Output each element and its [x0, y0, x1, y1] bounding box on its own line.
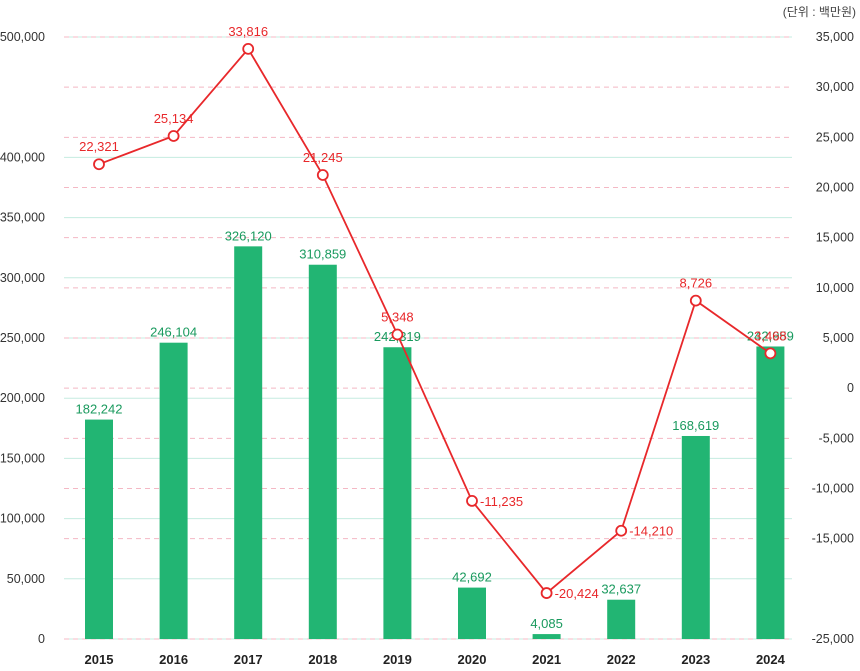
- bar-value-label: 326,120: [225, 228, 272, 243]
- x-tick-label: 2017: [234, 652, 263, 667]
- bar: [756, 346, 785, 639]
- x-tick-label: 2023: [681, 652, 710, 667]
- right-tick-label: -15,000: [812, 532, 854, 546]
- line-value-label: -20,424: [555, 586, 599, 601]
- right-tick-label: 15,000: [816, 231, 854, 245]
- right-tick-label: 10,000: [816, 281, 854, 295]
- right-tick-label: 0: [847, 381, 854, 395]
- x-tick-label: 2020: [458, 652, 487, 667]
- left-tick-label: 50,000: [7, 572, 45, 586]
- right-tick-label: -5,000: [819, 431, 854, 445]
- line-marker: [316, 169, 329, 181]
- right-tick-label: -25,000: [812, 632, 854, 646]
- bar-value-label: 4,085: [530, 616, 563, 631]
- left-tick-label: 150,000: [0, 451, 45, 465]
- left-tick-label: 250,000: [0, 331, 45, 345]
- line-value-label: 22,321: [79, 139, 119, 154]
- line-series: [93, 42, 777, 599]
- bar-series: [85, 246, 785, 640]
- line-value-label: 25,134: [154, 111, 194, 126]
- bar: [85, 419, 113, 639]
- line-value-label: 21,245: [303, 150, 343, 165]
- bar: [458, 587, 486, 639]
- left-tick-label: 300,000: [0, 271, 45, 285]
- line-value-label: 5,348: [381, 310, 414, 325]
- line-marker: [167, 130, 180, 142]
- right-tick-label: 5,000: [823, 331, 854, 345]
- x-tick-label: 2015: [85, 652, 114, 667]
- left-tick-label: 500,000: [0, 30, 45, 44]
- bar-value-label: 310,859: [299, 247, 346, 262]
- bar-value-label: 168,619: [672, 418, 719, 433]
- line-value-labels: 22,321 25,134 33,816 21,245 5,348 -11,235 -20,…: [79, 24, 787, 601]
- right-tick-label: 35,000: [816, 30, 854, 44]
- left-tick-label: 350,000: [0, 211, 45, 225]
- x-tick-label: 2016: [159, 652, 188, 667]
- bar: [681, 435, 710, 639]
- line-value-label: 8,726: [680, 276, 713, 291]
- right-axis-ticks: 35,000 30,000 25,000 20,000 15,000 10,000 5,00…: [812, 30, 854, 646]
- line-marker: [242, 42, 255, 55]
- right-tick-label: 20,000: [816, 181, 854, 195]
- line-value-label: -14,210: [629, 524, 673, 539]
- right-tick-label: 30,000: [816, 80, 854, 94]
- left-tick-label: 400,000: [0, 150, 45, 164]
- gridlines: [64, 36, 792, 640]
- bar: [532, 634, 561, 639]
- left-axis-ticks: 0 50,000 100,000 150,000 200,000 250,000 300,0…: [0, 30, 45, 646]
- line-marker: [615, 524, 628, 537]
- x-tick-label: 2018: [308, 652, 337, 667]
- bar-value-label: 246,104: [150, 325, 197, 340]
- bar: [607, 599, 636, 639]
- line-value-label: 33,816: [228, 24, 268, 39]
- x-axis-ticks: 2015 2016 2017 2018 2019 2020 2021 2022 2023 2024: [85, 652, 786, 667]
- bar-value-label: 242,959: [747, 328, 794, 343]
- line-marker: [540, 587, 553, 599]
- unit-label: (단위 : 백만원): [783, 5, 856, 19]
- line-marker: [93, 158, 105, 171]
- left-tick-label: 0: [38, 632, 45, 646]
- line-value-label: 3,468: [754, 328, 787, 343]
- line-marker: [466, 494, 478, 507]
- line-marker: [764, 347, 777, 360]
- bar: [383, 347, 412, 639]
- bar-value-label: 182,242: [76, 402, 123, 417]
- bar: [308, 264, 337, 639]
- bar: [159, 342, 188, 639]
- left-tick-label: 200,000: [0, 391, 45, 405]
- bar: [234, 246, 263, 640]
- series-line: [98, 47, 771, 595]
- x-tick-label: 2021: [532, 652, 561, 667]
- left-tick-label: 100,000: [0, 512, 45, 526]
- line-marker: [689, 294, 702, 307]
- bar-value-label: 32,637: [601, 582, 641, 597]
- x-tick-label: 2022: [607, 652, 636, 667]
- right-tick-label: -10,000: [812, 482, 854, 496]
- right-tick-label: 25,000: [816, 130, 854, 144]
- x-tick-label: 2024: [756, 652, 786, 667]
- line-value-label: -11,235: [480, 494, 523, 509]
- x-tick-label: 2019: [383, 652, 412, 667]
- bar-value-label: 42,692: [452, 570, 492, 585]
- line-marker: [391, 328, 404, 341]
